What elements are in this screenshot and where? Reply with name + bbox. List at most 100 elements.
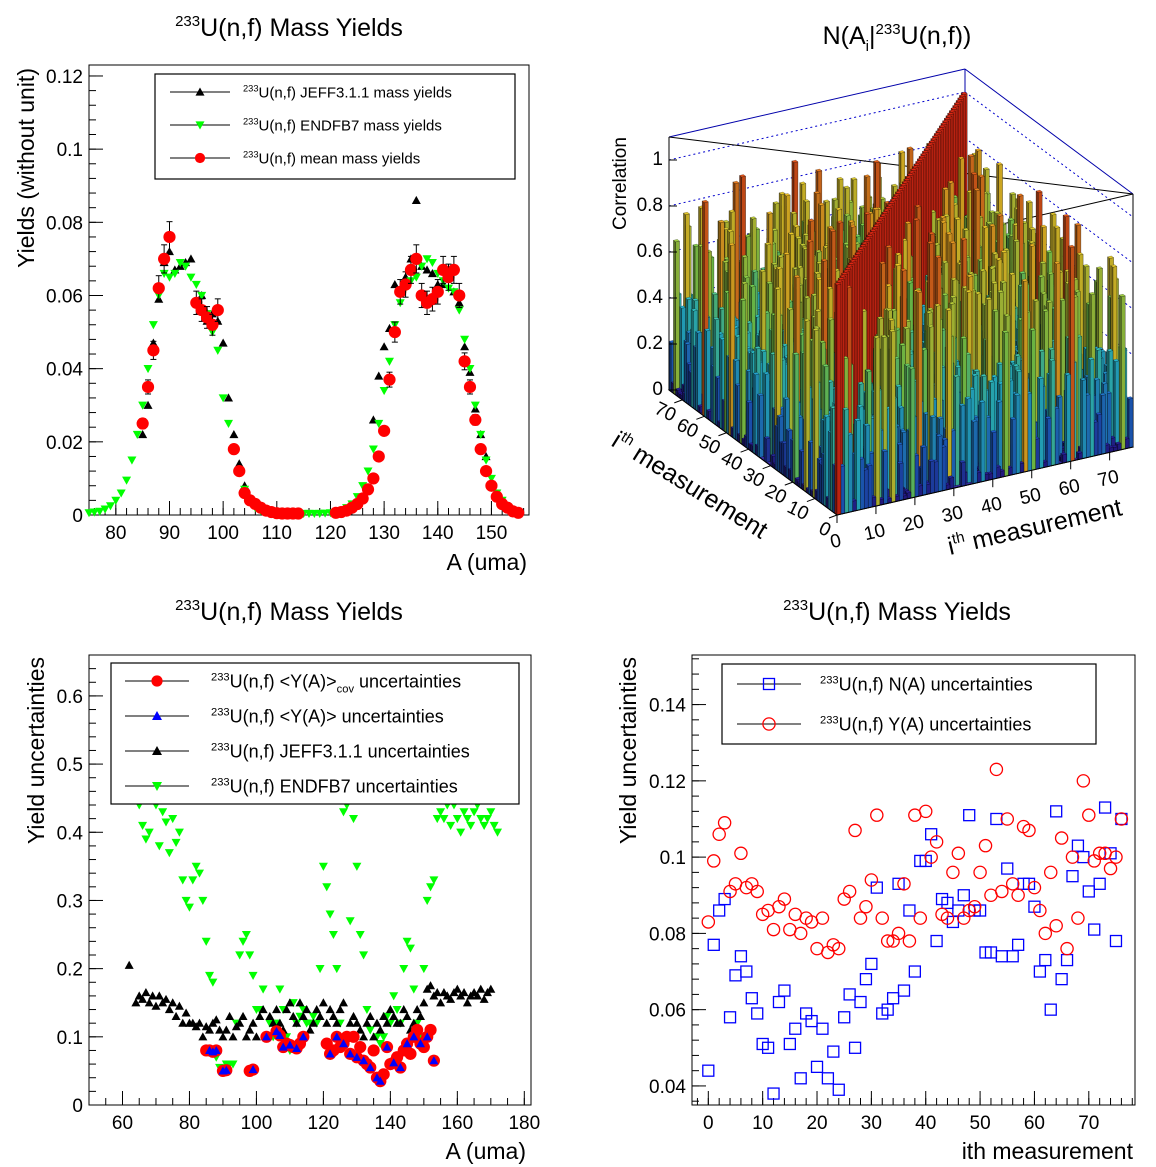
legend-marker <box>195 121 205 130</box>
legend-marker <box>195 87 205 96</box>
data-point <box>116 489 126 498</box>
bar-top <box>959 94 966 98</box>
data-point <box>206 318 219 331</box>
y-tick-label: 0 <box>72 506 83 527</box>
data-point <box>227 443 240 456</box>
data-point <box>479 464 493 478</box>
data-point <box>453 289 466 302</box>
bar-top <box>960 91 968 95</box>
chart-title: 233U(n,f) Mass Yields <box>175 13 403 42</box>
legend-label: 233U(n,f) mean mass yields <box>243 150 420 168</box>
data-point <box>159 269 169 279</box>
x-tick-label: 120 <box>315 523 347 544</box>
data-point <box>417 262 427 271</box>
chart-title: N(Ai|233U(n,f)) <box>823 21 972 55</box>
bar-top <box>898 150 906 154</box>
y-tick-label: 0.1 <box>57 140 83 161</box>
data-point <box>485 479 498 492</box>
data-point <box>454 306 464 315</box>
legend-label: 233U(n,f) ENDFB7 mass yields <box>243 117 442 135</box>
data-point <box>411 195 421 204</box>
x-axis-label: A (uma) <box>446 549 527 575</box>
data-point <box>143 365 153 374</box>
data-point <box>224 419 234 429</box>
data-point <box>399 278 412 291</box>
data-point <box>292 507 305 520</box>
data-point <box>427 258 437 268</box>
data-point <box>458 355 471 368</box>
data-point <box>431 285 444 298</box>
data-point <box>218 394 228 403</box>
data-point <box>476 430 486 440</box>
data-point <box>460 342 470 351</box>
data-point <box>127 456 137 465</box>
data-point <box>465 365 475 374</box>
x-tick-label: 100 <box>207 523 239 544</box>
data-point <box>447 263 460 276</box>
data-point <box>213 346 223 355</box>
data-point <box>164 273 174 282</box>
chart-title-main: U(n,f) Mass Yields <box>200 14 403 42</box>
data-point <box>390 280 400 289</box>
data-point <box>388 325 401 339</box>
data-point <box>136 417 149 430</box>
data-point <box>481 456 491 465</box>
data-point <box>158 252 171 266</box>
data-point <box>512 506 525 519</box>
x-tick-label: 80 <box>105 523 126 544</box>
y-tick-label: 0.08 <box>46 213 83 234</box>
data-point <box>224 393 234 402</box>
data-point <box>152 282 165 295</box>
bar-top <box>944 117 951 121</box>
data-point <box>233 464 246 478</box>
bar-top <box>955 99 963 103</box>
bar-top <box>947 112 954 115</box>
data-point <box>229 430 239 439</box>
data-point <box>163 230 176 244</box>
data-point <box>367 472 380 485</box>
chart-title-sup: 233 <box>175 13 200 30</box>
data-point <box>84 509 94 518</box>
chart-correlation-lego: N(Ai|233U(n,f))00.20.40.60.81Correlation… <box>607 21 1135 561</box>
bar-top <box>957 156 965 160</box>
x-tick-label: 130 <box>368 523 400 544</box>
data-point <box>384 357 394 366</box>
data-point <box>211 304 224 317</box>
x-tick-label: 110 <box>262 523 292 544</box>
bar-top <box>954 102 961 105</box>
bar-top <box>940 122 948 126</box>
bar-top <box>949 109 956 113</box>
data-point <box>379 342 389 351</box>
legend-label-sup: 233 <box>243 150 259 160</box>
data-point <box>474 443 487 456</box>
data-point <box>378 424 391 437</box>
bar-top <box>938 124 946 128</box>
data-point <box>361 483 375 496</box>
bar-top <box>996 162 1003 166</box>
data-point <box>422 265 432 274</box>
data-point <box>111 496 121 505</box>
y-axis-label: Yields (without unit) <box>13 68 39 268</box>
data-point <box>374 419 384 429</box>
bar-top <box>906 146 914 150</box>
bar-top <box>967 154 975 157</box>
data-point <box>379 387 389 396</box>
data-point <box>122 476 132 485</box>
data-point <box>234 459 244 468</box>
bar-top <box>952 104 960 108</box>
bar-top <box>935 129 943 133</box>
bar-top <box>957 96 965 100</box>
data-point <box>170 269 180 279</box>
box-edge <box>668 68 966 138</box>
data-point <box>95 507 105 516</box>
legend-label-sup: 233 <box>243 84 259 94</box>
bar-top <box>945 114 953 118</box>
bar-top <box>975 148 982 152</box>
chart-title-end: U(n,f)) <box>901 22 972 50</box>
data-point <box>469 413 482 426</box>
data-point <box>411 273 421 282</box>
chart-title-sup: 233 <box>876 21 901 38</box>
data-point <box>132 430 142 440</box>
chart-mass-yields: 80 90 100 110 120 130 140 15000.020.040.060.080… <box>13 13 530 575</box>
bar-top <box>982 167 990 171</box>
